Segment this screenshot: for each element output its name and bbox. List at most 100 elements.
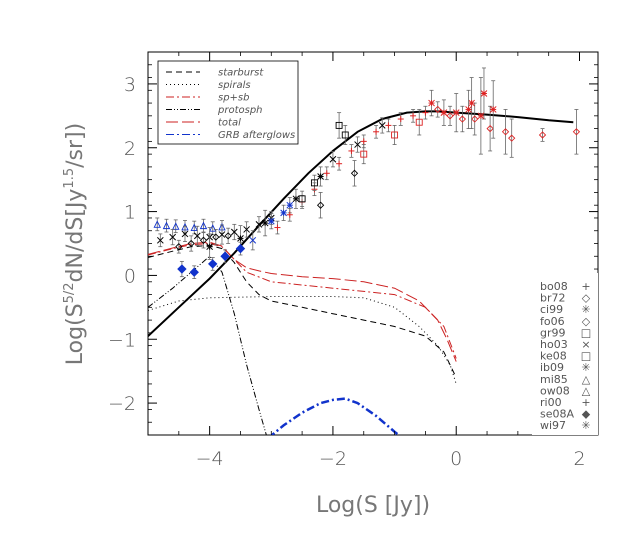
data-point [341,125,349,145]
data-point [471,102,479,136]
data-point [508,118,516,158]
marker-key-symbol: ◆ [582,408,591,421]
data-point [286,207,293,222]
data-point [501,109,510,155]
data-point [162,218,171,233]
data-point [208,221,217,235]
data-point [292,188,300,209]
marker-key-item: ib09 ✳ [540,361,591,374]
legend-item: spirals [166,80,251,91]
data-point [189,265,199,280]
data-point [169,229,177,246]
marker-key-item: br72 ◇ [540,292,591,305]
data-point [286,197,294,214]
data-point [538,128,547,142]
marker-key-symbol: □ [581,326,591,339]
marker-key-item: bo08 + [540,280,591,293]
data-point [348,144,355,158]
marker-key-label: bo08 [540,280,568,293]
marker-key-item: mi85 △ [540,373,591,386]
legend-label: protosph [217,105,263,116]
y-tick-label: −2 [108,393,136,415]
data-point [428,89,435,117]
data-point [415,109,423,136]
marker-key-background [532,273,598,435]
data-point [385,118,392,133]
marker-key-item: ow08 △ [540,384,591,397]
data-point [373,125,380,139]
data-point [224,227,232,244]
marker-key-symbol: ✳ [581,361,590,374]
data-point [391,125,399,145]
axis-ticks: −4 −2 0 2 −2 −1 0 1 2 3 [108,52,598,470]
data-point [255,216,263,233]
data-point [206,233,213,260]
y-axis-label-prefix: Log(S [63,303,88,365]
data-point [317,166,324,187]
data-point [397,112,404,126]
data-point [230,223,238,241]
marker-key-symbol: △ [582,373,591,386]
data-point [480,67,488,120]
data-point [446,105,454,126]
legend-item: protosph [166,105,263,116]
data-point [458,105,467,133]
marker-key-symbol: ◇ [582,315,591,328]
x-axis-label: Log(S [Jy]) [316,493,430,518]
data-point [354,136,361,153]
legend-item: sp+sb [166,93,250,104]
marker-key-label: br72 [540,292,566,305]
data-point [477,77,485,155]
data-point [323,166,330,181]
data-point [434,101,442,118]
x-tick-label: −2 [319,448,347,470]
legend-item: GRB afterglows [166,130,295,141]
marker-key-item: ke08 □ [540,350,591,363]
legend-item: starburst [166,68,264,79]
data-point [190,220,198,235]
marker-key-label: ke08 [540,350,567,363]
legend-label: starburst [218,68,264,79]
data-point [336,156,343,171]
marker-key-item: se08A ◆ [540,408,591,421]
data-point [172,219,180,234]
marker-key-item: ci99 ✳ [540,303,591,316]
marker-key-label: fo06 [540,315,565,328]
legend-label: spirals [218,80,251,91]
marker-key-label: gr99 [540,326,566,339]
data-point [378,117,386,134]
data-point [335,112,343,139]
data-point [280,204,287,221]
data-point [465,89,472,130]
marker-key-symbol: + [581,396,590,409]
data-point [489,80,497,139]
data-point [153,217,161,232]
x-tick-label: −4 [196,448,224,470]
x-tick-label: 0 [450,448,462,470]
data-point [261,209,269,237]
data-point [249,230,257,251]
x-tick-label: 2 [573,448,585,470]
data-point [199,218,208,233]
data-point [237,225,244,252]
data-point [175,239,183,254]
data-point [212,229,220,246]
data-point [422,105,429,120]
y-axis-label-sup1: 5/2 [62,282,77,303]
marker-key-label: ri00 [540,396,562,409]
legend-item: total [166,118,241,129]
y-tick-label: −1 [108,329,136,351]
series-line-spirals [148,296,457,385]
y-tick-label: 3 [124,74,136,96]
line-legend-box [157,60,299,145]
marker-key-symbol: ✳ [581,419,590,432]
data-point [310,174,318,191]
data-point [208,257,218,271]
data-point [440,99,448,126]
series-line-total [148,241,457,362]
data-point [243,221,250,238]
marker-key-label: wi97 [540,419,566,432]
data-point [316,192,325,219]
marker-key-item: fo06 ◇ [540,315,591,328]
